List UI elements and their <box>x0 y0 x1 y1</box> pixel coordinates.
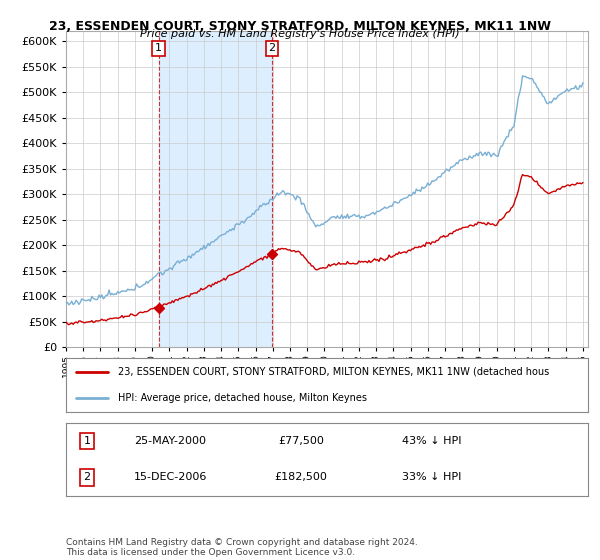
Text: 2: 2 <box>83 473 91 482</box>
Text: 2: 2 <box>268 44 275 53</box>
Text: 23, ESSENDEN COURT, STONY STRATFORD, MILTON KEYNES, MK11 1NW (detached hous: 23, ESSENDEN COURT, STONY STRATFORD, MIL… <box>118 367 550 377</box>
Text: 25-MAY-2000: 25-MAY-2000 <box>134 436 206 446</box>
Text: Contains HM Land Registry data © Crown copyright and database right 2024.
This d: Contains HM Land Registry data © Crown c… <box>66 538 418 557</box>
Text: 1: 1 <box>83 436 91 446</box>
Text: 23, ESSENDEN COURT, STONY STRATFORD, MILTON KEYNES, MK11 1NW: 23, ESSENDEN COURT, STONY STRATFORD, MIL… <box>49 20 551 32</box>
Text: £77,500: £77,500 <box>278 436 324 446</box>
Text: £182,500: £182,500 <box>274 473 328 482</box>
Text: HPI: Average price, detached house, Milton Keynes: HPI: Average price, detached house, Milt… <box>118 393 367 403</box>
Text: 43% ↓ HPI: 43% ↓ HPI <box>401 436 461 446</box>
Text: 1: 1 <box>155 44 162 53</box>
Bar <box>158 31 272 347</box>
Text: 33% ↓ HPI: 33% ↓ HPI <box>402 473 461 482</box>
Text: Price paid vs. HM Land Registry's House Price Index (HPI): Price paid vs. HM Land Registry's House … <box>140 29 460 39</box>
Text: 15-DEC-2006: 15-DEC-2006 <box>134 473 207 482</box>
